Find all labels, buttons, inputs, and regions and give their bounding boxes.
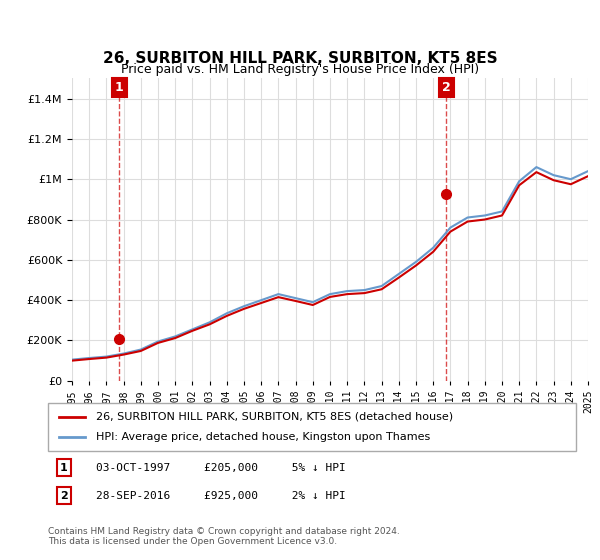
Text: 28-SEP-2016     £925,000     2% ↓ HPI: 28-SEP-2016 £925,000 2% ↓ HPI — [95, 491, 345, 501]
Text: 26, SURBITON HILL PARK, SURBITON, KT5 8ES: 26, SURBITON HILL PARK, SURBITON, KT5 8E… — [103, 52, 497, 66]
Text: 03-OCT-1997     £205,000     5% ↓ HPI: 03-OCT-1997 £205,000 5% ↓ HPI — [95, 463, 345, 473]
Text: 2: 2 — [60, 491, 68, 501]
Text: HPI: Average price, detached house, Kingston upon Thames: HPI: Average price, detached house, King… — [95, 432, 430, 442]
Text: 1: 1 — [60, 463, 68, 473]
Text: 2: 2 — [442, 81, 451, 94]
Text: Contains HM Land Registry data © Crown copyright and database right 2024.
This d: Contains HM Land Registry data © Crown c… — [48, 526, 400, 546]
FancyBboxPatch shape — [48, 403, 576, 451]
Text: 26, SURBITON HILL PARK, SURBITON, KT5 8ES (detached house): 26, SURBITON HILL PARK, SURBITON, KT5 8E… — [95, 412, 452, 422]
Text: Price paid vs. HM Land Registry's House Price Index (HPI): Price paid vs. HM Land Registry's House … — [121, 63, 479, 77]
Text: 1: 1 — [115, 81, 124, 94]
